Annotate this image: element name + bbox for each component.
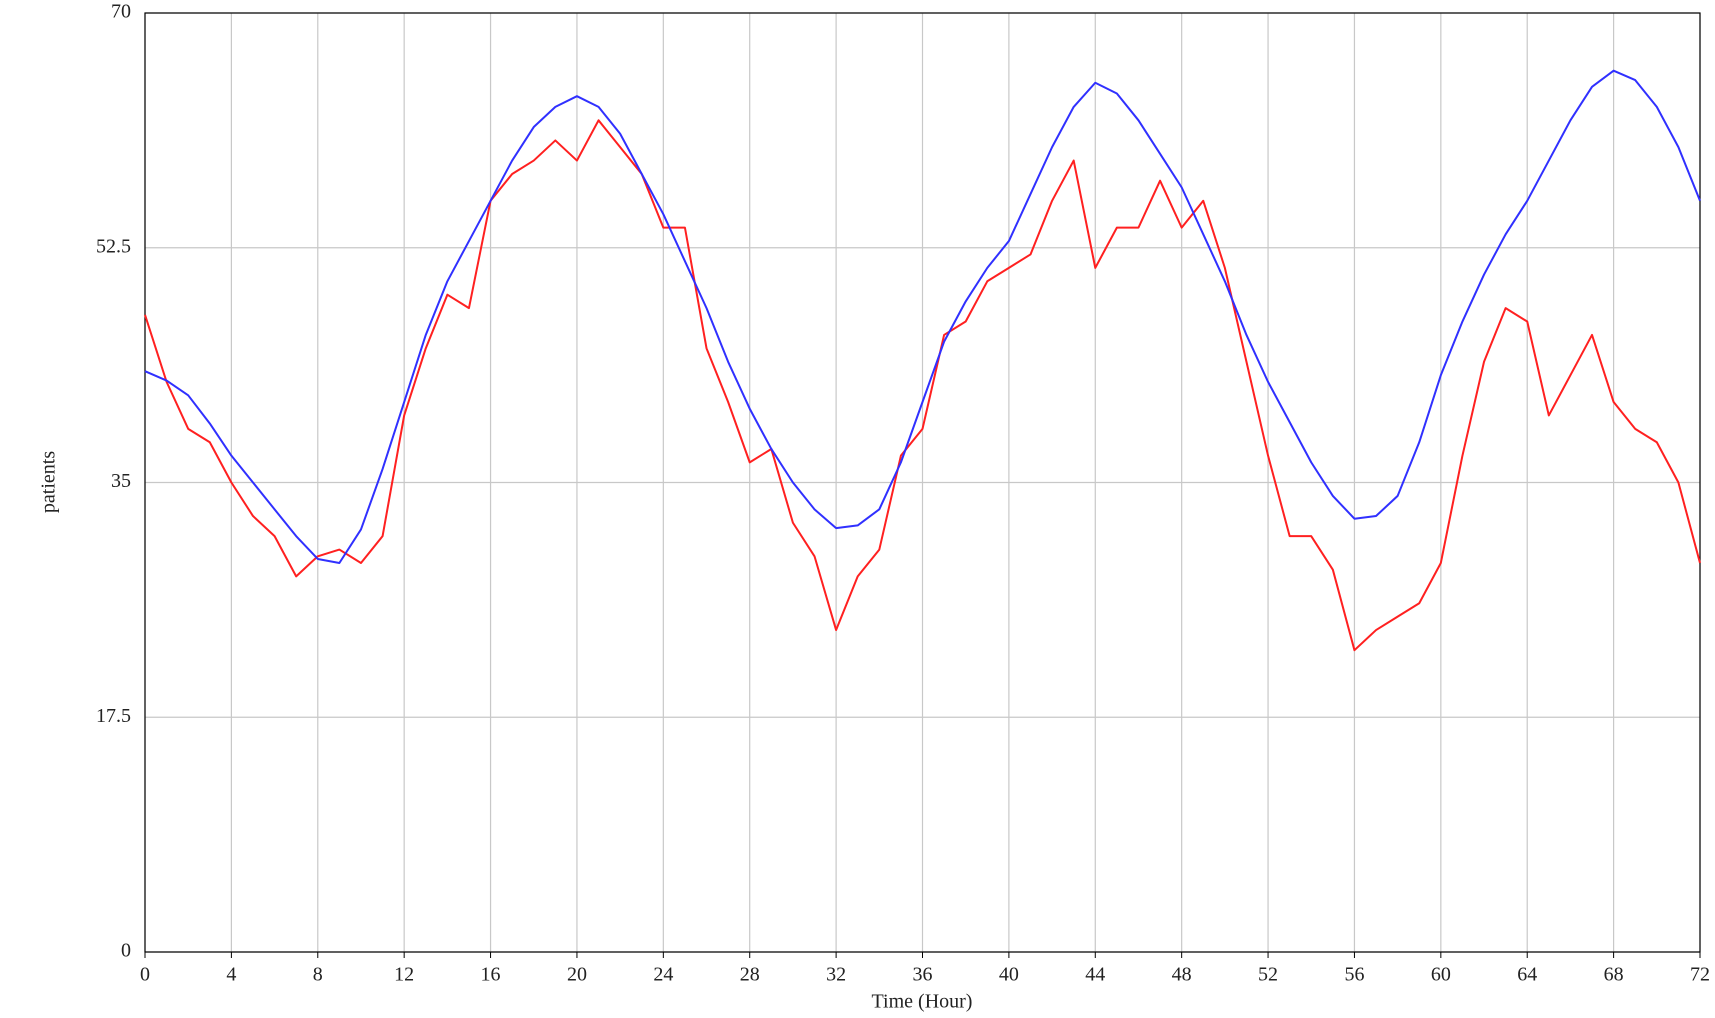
series-line	[144, 119, 1701, 652]
x-tick-label: 0	[140, 964, 150, 986]
x-tick-label: 68	[1604, 964, 1624, 986]
y-tick-label: 0	[121, 940, 131, 962]
y-tick-label: 17.5	[96, 705, 131, 727]
x-tick-label: 44	[1085, 964, 1105, 986]
x-tick-label: 72	[1690, 964, 1710, 986]
y-axis-label: patients	[38, 451, 60, 513]
y-tick-label: 70	[111, 1, 131, 23]
x-tick-label: 12	[394, 964, 414, 986]
x-tick-label: 20	[567, 964, 587, 986]
x-tick-label: 56	[1344, 964, 1364, 986]
x-tick-label: 24	[653, 964, 673, 986]
x-tick-label: 4	[226, 964, 236, 986]
x-tick-label: 32	[826, 964, 846, 986]
x-tick-label: 64	[1517, 964, 1537, 986]
x-tick-label: 8	[313, 964, 323, 986]
x-tick-label: 48	[1172, 964, 1192, 986]
series-line	[144, 69, 1701, 564]
x-tick-label: 16	[481, 964, 501, 986]
x-tick-label: 60	[1431, 964, 1451, 986]
x-tick-label: 52	[1258, 964, 1278, 986]
x-tick-label: 28	[740, 964, 760, 986]
y-tick-label: 52.5	[96, 235, 131, 257]
x-tick-label: 40	[999, 964, 1019, 986]
x-tick-label: 36	[913, 964, 933, 986]
y-tick-label: 35	[111, 470, 131, 492]
x-axis-label: Time (Hour)	[872, 991, 973, 1013]
plot-frame	[144, 12, 1701, 953]
